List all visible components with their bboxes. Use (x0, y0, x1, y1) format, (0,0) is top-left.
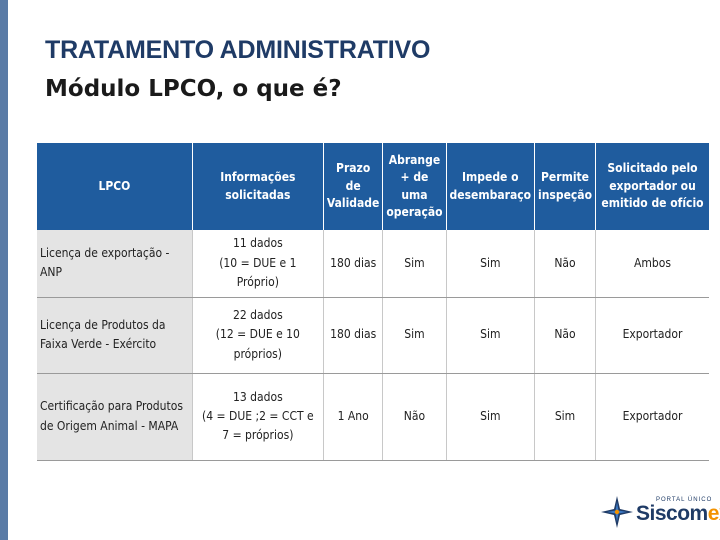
cell-informacoes: 11 dados (10 = DUE e 1 Próprio) (192, 230, 324, 298)
table-header-row: LPCO Informações solicitadas Prazo de Va… (37, 143, 709, 230)
table-row: Licença de exportação - ANP 11 dados (10… (37, 230, 709, 298)
cell-impede: Sim (446, 373, 536, 461)
info-count: 22 dados (232, 308, 283, 323)
column-header-impede: Impede o desembaraço (446, 143, 536, 230)
cell-informacoes: 13 dados (4 = DUE ;2 = CCT e 7 = próprio… (192, 373, 324, 461)
cell-solicitado: Ambos (595, 230, 709, 298)
column-header-informacoes: Informações solicitadas (192, 143, 324, 230)
column-header-abrange: Abrange + de uma operação (382, 143, 447, 230)
cell-prazo: 180 dias (323, 297, 384, 374)
page-subtitle: Módulo LPCO, o que é? (45, 76, 342, 102)
page-title: TRATAMENTO ADMINISTRATIVO (45, 36, 431, 64)
cell-informacoes: 22 dados (12 = DUE e 10 próprios) (192, 297, 324, 374)
column-header-permite: Permite inspeção (534, 143, 596, 230)
column-header-lpco: LPCO (37, 143, 193, 230)
cell-solicitado: Exportador (595, 297, 709, 374)
cell-prazo: 180 dias (323, 230, 384, 298)
column-header-solicitado: Solicitado pelo exportador ou emitido de… (595, 143, 709, 230)
left-accent-bar (0, 0, 8, 540)
info-breakdown: (12 = DUE e 10 próprios) (215, 327, 300, 361)
siscomex-logo: PORTAL ÚNICO Siscomex (600, 495, 720, 531)
lpco-table: LPCO Informações solicitadas Prazo de Va… (37, 143, 709, 461)
logo-name-main: Siscom (636, 502, 708, 525)
cell-permite: Não (534, 230, 596, 298)
info-breakdown: (4 = DUE ;2 = CCT e (202, 408, 314, 423)
cell-permite: Sim (534, 373, 596, 461)
cell-impede: Sim (446, 230, 536, 298)
info-count: 13 dados (232, 389, 283, 404)
table-row: Licença de Produtos da Faixa Verde - Exé… (37, 297, 709, 374)
cell-abrange: Sim (382, 297, 447, 374)
cell-prazo: 1 Ano (323, 373, 384, 461)
info-breakdown: (10 = DUE e 1 Próprio) (219, 255, 297, 289)
cell-solicitado: Exportador (595, 373, 709, 461)
table-row: Certificação para Produtos de Origem Ani… (37, 373, 709, 461)
info-count: 11 dados (232, 236, 283, 251)
cell-lpco: Certificação para Produtos de Origem Ani… (37, 373, 193, 461)
cell-lpco: Licença de exportação - ANP (37, 230, 193, 298)
cell-abrange: Sim (382, 230, 447, 298)
logo-name-accent: ex (707, 502, 720, 525)
cell-abrange: Não (382, 373, 447, 461)
cell-permite: Não (534, 297, 596, 374)
cell-impede: Sim (446, 297, 536, 374)
info-breakdown-cont: 7 = próprios) (222, 428, 294, 443)
cell-lpco: Licença de Produtos da Faixa Verde - Exé… (37, 297, 193, 374)
column-header-prazo: Prazo de Validade (323, 143, 384, 230)
logo-portal-text: PORTAL ÚNICO (656, 497, 713, 503)
logo-wordmark: Siscomex (636, 502, 720, 526)
compass-star-icon (601, 496, 633, 528)
